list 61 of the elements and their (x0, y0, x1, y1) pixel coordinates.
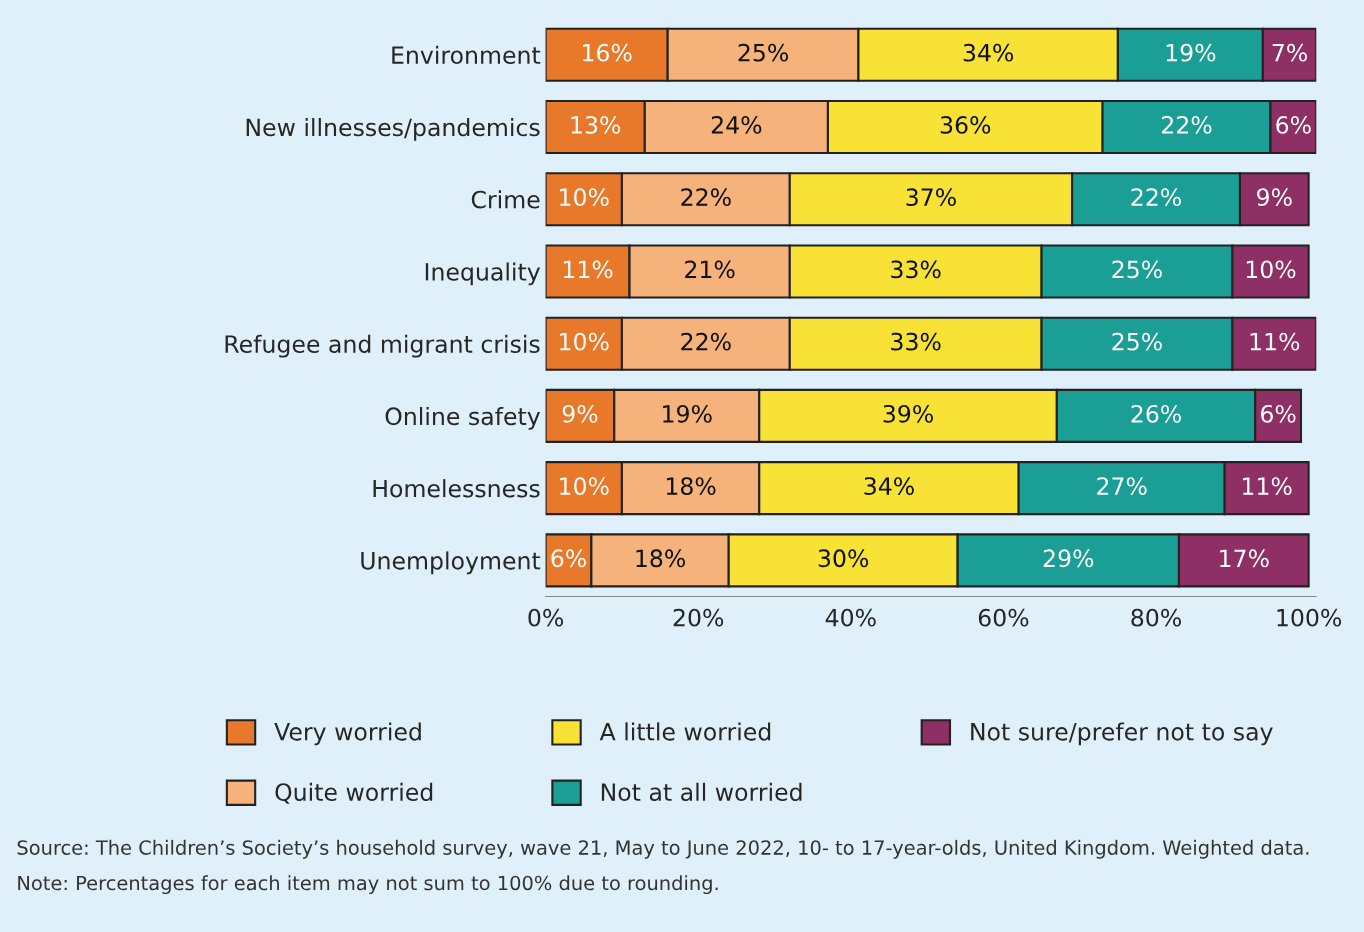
data-label: 24% (711, 115, 762, 134)
y-tick-label: Online safety (385, 406, 541, 430)
legend-label: Not sure/prefer not to say (971, 722, 1273, 746)
data-label: 13% (571, 115, 621, 134)
x-tick-label: 20% (673, 608, 724, 627)
data-label: 25% (1112, 332, 1162, 351)
data-label: 30% (818, 549, 869, 568)
data-label: 6% (1261, 404, 1296, 423)
y-tick-label: Crime (471, 190, 540, 209)
data-label: 25% (1112, 260, 1162, 279)
data-label: 19% (663, 404, 712, 423)
data-label: 18% (636, 549, 685, 568)
data-label: 37% (906, 188, 956, 207)
data-label: 29% (1043, 549, 1094, 568)
data-label: 19% (1166, 43, 1216, 62)
x-tick-label: 60% (978, 608, 1029, 627)
y-tick-label: New illnesses/pandemics (246, 118, 540, 141)
source-note: Source: The Children’s Society’s household survey, wave 21, May to June 2022, 10- to 17-year-olds, United Kingdom. Weighted data. (17, 839, 1309, 859)
data-label: 33% (891, 260, 941, 279)
data-label: 27% (1097, 477, 1147, 495)
data-label: 36% (940, 115, 991, 134)
y-tick-label: Homelessness (373, 479, 540, 498)
y-tick-label: Refugee and migrant crisis (225, 334, 540, 358)
data-label: 39% (883, 404, 933, 423)
data-label: 34% (864, 477, 914, 495)
data-label: 22% (1162, 115, 1212, 134)
data-label: 10% (560, 477, 609, 495)
data-label: 22% (681, 332, 731, 351)
data-label: 10% (1246, 260, 1296, 279)
data-label: 10% (560, 188, 609, 207)
legend-label: Quite worried (275, 782, 433, 804)
legend-label: Not at all worried (601, 782, 802, 802)
x-tick-label: 0% (528, 608, 564, 627)
data-label: 10% (560, 332, 609, 351)
x-tick-label: 100% (1277, 608, 1342, 627)
data-label: 18% (666, 477, 716, 495)
data-label: 11% (1250, 332, 1300, 351)
legend-label: A little worried (599, 722, 771, 741)
data-label: 25% (738, 43, 788, 62)
data-label: 11% (563, 260, 613, 279)
data-label: 9% (1257, 188, 1292, 207)
data-label: 34% (963, 43, 1014, 62)
data-label: 16% (583, 43, 632, 62)
data-label: 22% (1131, 188, 1181, 207)
data-label: 33% (891, 332, 941, 351)
x-tick-label: 40% (825, 608, 876, 627)
legend-label: Very worried (274, 722, 421, 746)
data-label: 9% (562, 404, 598, 423)
data-label: 11% (1243, 477, 1292, 495)
data-label: 6% (1276, 115, 1311, 134)
x-tick-label: 80% (1131, 608, 1181, 627)
data-label: 6% (551, 549, 586, 568)
data-label: 21% (685, 260, 735, 279)
text: Note: Percentages for each item may not sum to 100% due to rounding. (18, 875, 718, 895)
y-tick-label: Environment (392, 45, 541, 65)
data-label: 17% (1220, 549, 1269, 568)
y-tick-label: Unemployment (361, 551, 541, 575)
data-label: 7% (1272, 43, 1307, 62)
data-label: 22% (681, 188, 731, 207)
data-label: 26% (1131, 404, 1181, 423)
y-tick-label: Inequality (425, 262, 541, 286)
